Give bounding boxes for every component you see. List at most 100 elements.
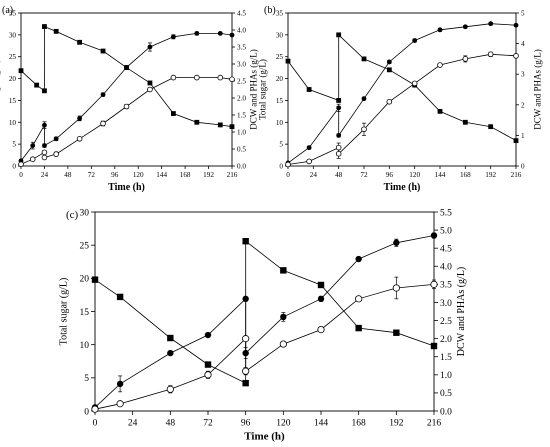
panel-label: (a) — [2, 5, 13, 16]
data-point-open — [41, 154, 48, 161]
data-point-square — [306, 87, 312, 92]
x-tick-label: 216 — [511, 171, 522, 179]
y-right-tick-label: 0.0 — [237, 163, 246, 171]
data-point-filled — [430, 232, 438, 239]
data-point-square — [53, 28, 59, 34]
x-tick-label: 120 — [409, 171, 420, 179]
y-right-tick-label: 1 — [521, 132, 525, 140]
data-point-filled — [100, 92, 106, 97]
data-point-filled — [317, 295, 325, 303]
data-point-filled — [42, 143, 47, 149]
y-left-tick-label: 15 — [80, 308, 90, 318]
data-point-filled — [217, 31, 223, 36]
y-right-tick-label: 1.5 — [440, 353, 452, 363]
data-point-square — [488, 124, 494, 130]
data-point-open — [29, 156, 36, 163]
data-point-filled — [167, 349, 174, 357]
series-line — [287, 23, 517, 164]
data-point-square — [147, 80, 153, 86]
data-point-open — [361, 126, 367, 133]
data-point-open — [166, 385, 174, 393]
y-left-tick-label: 20 — [80, 275, 90, 285]
y-right-tick-label: 0 — [521, 163, 525, 171]
data-point-open — [242, 335, 250, 343]
y-right-tick-label: 3.5 — [237, 44, 246, 52]
data-point-filled — [53, 136, 59, 142]
y-left-tick-label: 20 — [9, 75, 17, 83]
y-left-tick-label: 30 — [80, 208, 90, 218]
x-tick-label: 216 — [227, 171, 238, 179]
data-point-open — [430, 280, 438, 288]
data-point-filled — [280, 313, 287, 321]
y-left-axis-label: Total sugar (g/L) — [257, 59, 267, 120]
y-right-tick-label: 0.0 — [440, 407, 452, 417]
y-left-tick-label: 5 — [84, 374, 89, 384]
y-right-tick-label: 1.0 — [440, 371, 452, 381]
series-line — [94, 240, 435, 384]
data-point-filled — [386, 59, 392, 65]
y-left-tick-label: 30 — [9, 31, 17, 39]
y-left-tick-label: 15 — [9, 97, 17, 105]
x-tick-label: 48 — [335, 171, 343, 179]
y-left-tick-label: 10 — [276, 119, 284, 127]
x-tick-label: 72 — [88, 171, 96, 179]
data-point-open — [204, 371, 212, 379]
x-axis-label: Time (h) — [384, 182, 421, 193]
data-point-square — [116, 293, 124, 301]
x-tick-label: 192 — [485, 171, 496, 179]
y-right-tick-label: 4.5 — [440, 245, 452, 255]
data-point-open — [18, 161, 24, 168]
data-point-square — [217, 122, 223, 128]
data-point-square — [34, 82, 40, 88]
data-point-open — [41, 149, 48, 156]
plot-frame — [287, 12, 517, 167]
data-point-open — [100, 120, 106, 127]
y-right-tick-label: 2.5 — [237, 78, 246, 86]
data-point-open — [91, 405, 99, 413]
data-point-square — [91, 276, 99, 283]
data-point-open — [392, 284, 400, 292]
data-point-square — [393, 329, 400, 336]
x-tick-label: 0 — [286, 171, 290, 179]
y-left-tick-label: 5 — [279, 141, 283, 149]
series-line — [287, 53, 517, 165]
data-point-filled — [194, 31, 200, 36]
series-filled-circle — [18, 31, 235, 164]
y-right-tick-label: 4.0 — [237, 27, 246, 35]
data-point-square — [280, 267, 287, 274]
x-axis-label: Time (h) — [108, 182, 145, 193]
x-tick-label: 96 — [386, 171, 394, 179]
x-tick-label: 96 — [241, 419, 251, 429]
data-point-filled — [306, 145, 312, 151]
data-point-square — [462, 119, 468, 125]
y-left-tick-label: 25 — [80, 241, 90, 251]
series-open-circle — [18, 74, 235, 168]
x-axis-label: Time (h) — [244, 431, 285, 443]
y-right-tick-label: 2.0 — [237, 95, 246, 103]
data-point-square — [194, 119, 200, 125]
x-tick-label: 0 — [19, 171, 23, 179]
data-point-square — [386, 67, 392, 73]
data-point-square — [355, 324, 362, 332]
chart-panel-a: 0 24 48 72 96 120 144 168 192 216 0 5 10 15 20 25 30 35 0.… — [0, 5, 259, 193]
y-left-axis-label: Total sugar (g/L) — [58, 278, 69, 346]
y-left-tick-label: 15 — [276, 97, 284, 105]
y-right-tick-label: 2.0 — [440, 335, 452, 345]
y-left-tick-label: 20 — [276, 75, 284, 83]
data-point-open — [411, 80, 418, 87]
data-point-square — [167, 334, 174, 342]
data-point-open — [53, 151, 59, 157]
x-tick-label: 192 — [389, 419, 404, 429]
plot-frame — [94, 211, 435, 412]
data-point-open — [487, 51, 494, 58]
data-point-open — [170, 74, 177, 81]
data-point-filled — [437, 27, 443, 33]
data-point-open — [217, 74, 224, 81]
y-left-tick-label: 30 — [276, 31, 284, 39]
y-left-tick-label: 35 — [276, 10, 284, 18]
data-point-filled — [229, 32, 235, 38]
data-point-open — [437, 62, 443, 68]
y-right-axis-label: DCW and PHAs (g/L) — [456, 267, 467, 357]
x-tick-label: 144 — [156, 171, 167, 179]
y-right-tick-label: 2.5 — [440, 317, 452, 327]
